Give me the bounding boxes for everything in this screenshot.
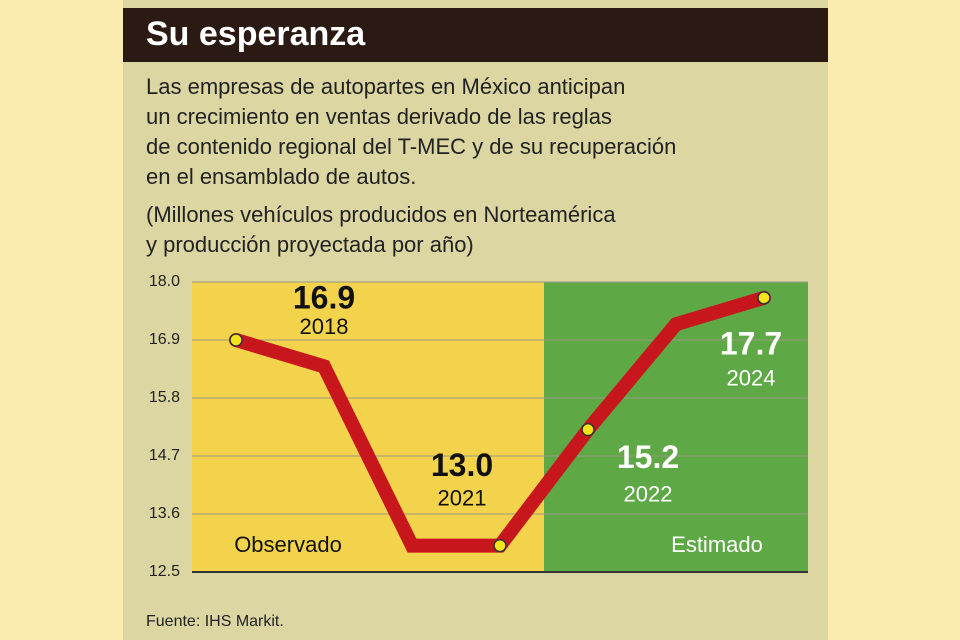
region-label: Observado bbox=[234, 532, 342, 557]
marker bbox=[757, 291, 771, 305]
y-tick-label: 18.0 bbox=[149, 273, 180, 290]
subtitle-line: en el ensamblado de autos. bbox=[146, 164, 416, 189]
note-line: (Millones vehículos producidos en Nortea… bbox=[146, 202, 616, 227]
year-label: 2022 bbox=[624, 481, 673, 506]
marker bbox=[493, 538, 507, 553]
y-tick-label: 12.5 bbox=[149, 563, 180, 580]
year-label: 2018 bbox=[300, 314, 349, 339]
year-label: 2024 bbox=[727, 366, 776, 391]
value-label: 13.0 bbox=[431, 447, 493, 483]
y-tick-label: 13.6 bbox=[149, 505, 180, 522]
marker bbox=[229, 333, 243, 347]
chart-title: Su esperanza bbox=[146, 15, 366, 53]
value-label: 16.9 bbox=[293, 279, 355, 315]
y-tick-label: 16.9 bbox=[149, 331, 180, 348]
note-line: y producción proyectada por año) bbox=[146, 232, 474, 257]
marker bbox=[581, 422, 595, 437]
subtitle-line: un crecimiento en ventas derivado de las… bbox=[146, 104, 612, 129]
value-label: 15.2 bbox=[617, 439, 679, 475]
value-label: 17.7 bbox=[720, 325, 782, 361]
title-bar bbox=[123, 8, 828, 62]
subtitle-line: de contenido regional del T-MEC y de su … bbox=[146, 134, 676, 159]
subtitle-line: Las empresas de autopartes en México ant… bbox=[146, 74, 625, 99]
y-tick-label: 14.7 bbox=[149, 447, 180, 464]
region-label: Estimado bbox=[671, 532, 763, 557]
year-label: 2021 bbox=[438, 485, 487, 510]
y-tick-label: 15.8 bbox=[149, 389, 180, 406]
region bbox=[192, 282, 544, 572]
source: Fuente: IHS Markit. bbox=[146, 613, 284, 630]
